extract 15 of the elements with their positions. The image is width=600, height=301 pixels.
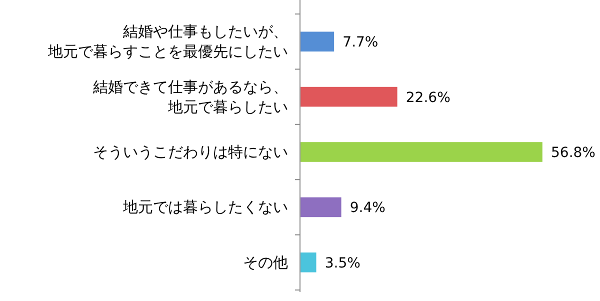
bar (300, 86, 398, 107)
y-tick-label: 結婚できて仕事があるなら、地元で暮らしたい (92, 78, 288, 116)
data-label: 3.5% (324, 255, 360, 272)
y-tick-label: その他 (243, 253, 288, 272)
data-label: 22.6% (406, 90, 450, 106)
bar (300, 142, 542, 162)
data-label: 56.8% (551, 145, 596, 161)
bar (300, 197, 342, 218)
bar (300, 32, 334, 52)
y-tick-label: そういうこだわりは特にない (93, 143, 288, 161)
bar (300, 252, 316, 272)
data-label: 7.7% (342, 34, 378, 51)
y-tick-label: 地元では暮らしたくない (122, 198, 288, 216)
y-tick-label: 結婚や仕事もしたいが、地元で暮らすことを最優先にしたい (47, 22, 288, 61)
data-label: 9.4% (350, 200, 386, 216)
